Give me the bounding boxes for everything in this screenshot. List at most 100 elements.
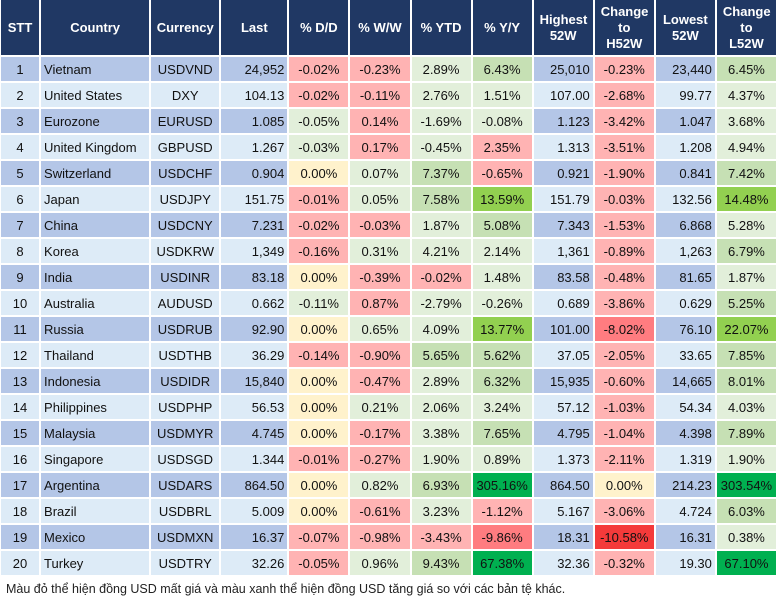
cell-low: 14,665 [655, 369, 715, 395]
header-change-to-h52w[interactable]: Change to H52W [594, 0, 654, 57]
cell-stt: 19 [1, 525, 40, 551]
header-lowest-52w[interactable]: Lowest 52W [655, 0, 715, 57]
header-stt[interactable]: STT [1, 0, 40, 57]
cell-currency: USDTRY [151, 551, 220, 577]
cell-chl: 4.37% [716, 83, 776, 109]
table-row: 19 Mexico USDMXN 16.37 -0.07% -0.98% -3.43% -9.… [1, 525, 776, 551]
cell-dd: -0.03% [289, 135, 349, 161]
cell-low: 23,440 [655, 57, 715, 83]
header-currency[interactable]: Currency [151, 0, 220, 57]
cell-dd: -0.16% [289, 239, 349, 265]
cell-currency: USDIDR [151, 369, 220, 395]
header-pct-dd[interactable]: % D/D [289, 0, 349, 57]
cell-high: 1.123 [533, 109, 593, 135]
cell-ytd: 3.38% [411, 421, 471, 447]
header-highest-52w[interactable]: Highest 52W [533, 0, 593, 57]
cell-chh: -1.03% [594, 395, 654, 421]
cell-dd: 0.00% [289, 161, 349, 187]
header-last[interactable]: Last [221, 0, 288, 57]
cell-ytd: 2.76% [411, 83, 471, 109]
cell-currency: USDCNY [151, 213, 220, 239]
cell-chl: 5.28% [716, 213, 776, 239]
cell-high: 101.00 [533, 317, 593, 343]
cell-last: 56.53 [221, 395, 288, 421]
cell-ytd: 2.06% [411, 395, 471, 421]
cell-currency: EURUSD [151, 109, 220, 135]
header-pct-ww[interactable]: % W/W [350, 0, 410, 57]
table-row: 13 Indonesia USDIDR 15,840 0.00% -0.47% 2.89% 6… [1, 369, 776, 395]
cell-ww: 0.17% [350, 135, 410, 161]
cell-last: 0.662 [221, 291, 288, 317]
cell-country: India [41, 265, 150, 291]
cell-low: 16.31 [655, 525, 715, 551]
cell-chh: -2.11% [594, 447, 654, 473]
cell-last: 24,952 [221, 57, 288, 83]
cell-currency: USDMYR [151, 421, 220, 447]
cell-yy: 5.62% [472, 343, 532, 369]
table-row: 10 Australia AUDUSD 0.662 -0.11% 0.87% -2.79% -… [1, 291, 776, 317]
cell-chh: -0.48% [594, 265, 654, 291]
cell-ww: -0.90% [350, 343, 410, 369]
cell-dd: 0.00% [289, 421, 349, 447]
cell-chh: -0.60% [594, 369, 654, 395]
cell-yy: -0.26% [472, 291, 532, 317]
cell-ytd: -1.69% [411, 109, 471, 135]
table-row: 1 Vietnam USDVND 24,952 -0.02% -0.23% 2.89% 6.4… [1, 57, 776, 83]
cell-stt: 1 [1, 57, 40, 83]
cell-stt: 2 [1, 83, 40, 109]
cell-yy: 3.24% [472, 395, 532, 421]
cell-high: 151.79 [533, 187, 593, 213]
cell-chl: 67.10% [716, 551, 776, 577]
cell-ww: -0.23% [350, 57, 410, 83]
cell-dd: -0.11% [289, 291, 349, 317]
cell-chl: 0.38% [716, 525, 776, 551]
cell-chh: -0.32% [594, 551, 654, 577]
cell-ww: 0.07% [350, 161, 410, 187]
cell-country: Vietnam [41, 57, 150, 83]
cell-ww: -0.61% [350, 499, 410, 525]
cell-high: 5.167 [533, 499, 593, 525]
cell-last: 104.13 [221, 83, 288, 109]
cell-last: 16.37 [221, 525, 288, 551]
cell-stt: 18 [1, 499, 40, 525]
header-pct-ytd[interactable]: % YTD [411, 0, 471, 57]
header-pct-yy[interactable]: % Y/Y [472, 0, 532, 57]
cell-ytd: 3.23% [411, 499, 471, 525]
cell-stt: 20 [1, 551, 40, 577]
cell-chh: -3.86% [594, 291, 654, 317]
cell-high: 864.50 [533, 473, 593, 499]
cell-country: Korea [41, 239, 150, 265]
cell-chh: -3.51% [594, 135, 654, 161]
cell-chl: 7.89% [716, 421, 776, 447]
cell-chl: 7.42% [716, 161, 776, 187]
cell-currency: USDSGD [151, 447, 220, 473]
header-country[interactable]: Country [41, 0, 150, 57]
table-row: 3 Eurozone EURUSD 1.085 -0.05% 0.14% -1.69% -0.… [1, 109, 776, 135]
cell-chh: -1.04% [594, 421, 654, 447]
cell-last: 4.745 [221, 421, 288, 447]
cell-low: 81.65 [655, 265, 715, 291]
cell-ww: 0.82% [350, 473, 410, 499]
cell-ww: 0.31% [350, 239, 410, 265]
cell-chl: 8.01% [716, 369, 776, 395]
cell-ww: 0.21% [350, 395, 410, 421]
cell-dd: -0.02% [289, 213, 349, 239]
cell-chl: 22.07% [716, 317, 776, 343]
cell-yy: 0.89% [472, 447, 532, 473]
cell-ww: -0.98% [350, 525, 410, 551]
cell-country: Eurozone [41, 109, 150, 135]
table-row: 8 Korea USDKRW 1,349 -0.16% 0.31% 4.21% 2.14% 1,… [1, 239, 776, 265]
cell-high: 107.00 [533, 83, 593, 109]
cell-ytd: 1.90% [411, 447, 471, 473]
cell-dd: -0.01% [289, 447, 349, 473]
cell-country: Argentina [41, 473, 150, 499]
cell-high: 15,935 [533, 369, 593, 395]
header-change-to-l52w[interactable]: Change to L52W [716, 0, 776, 57]
table-row: 14 Philippines USDPHP 56.53 0.00% 0.21% 2.06% 3… [1, 395, 776, 421]
cell-ytd: 6.93% [411, 473, 471, 499]
cell-high: 18.31 [533, 525, 593, 551]
cell-chh: -2.68% [594, 83, 654, 109]
cell-ww: -0.03% [350, 213, 410, 239]
cell-last: 1,349 [221, 239, 288, 265]
cell-stt: 6 [1, 187, 40, 213]
